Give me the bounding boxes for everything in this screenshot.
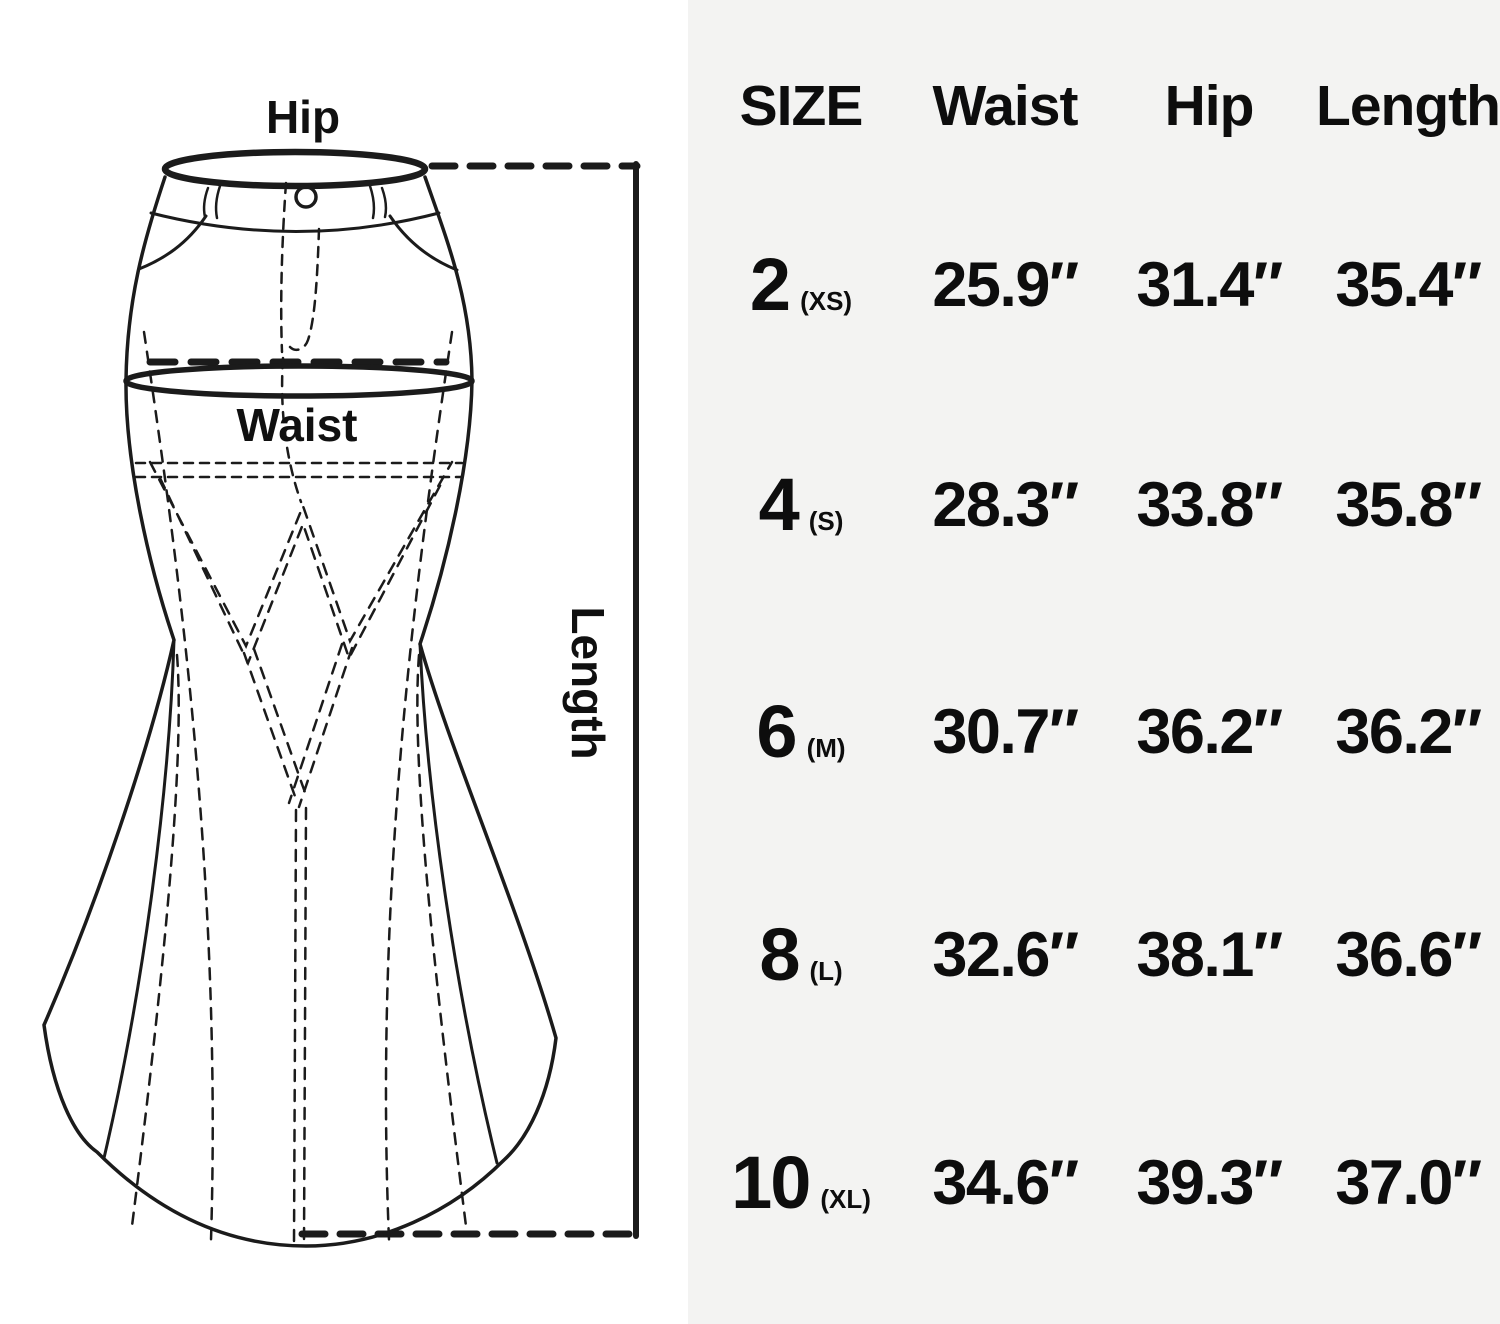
size-note: (XS) [800, 286, 853, 316]
pocket-left [137, 214, 208, 271]
skirt-outline [42, 175, 558, 1248]
waist-measure-ellipse [123, 363, 475, 399]
size-cell: 2 (XS) [702, 230, 900, 340]
yoke-dashed-lines [134, 461, 464, 479]
gore-seams-dashed [130, 330, 468, 1242]
waist-label: Waist [237, 399, 358, 451]
table-row-size-8: 8 (L) 32.6″ 38.1″ 36.6″ [688, 900, 1500, 1010]
size-number: 4 [758, 463, 800, 546]
table-row-size-4: 4 (S) 28.3″ 33.8″ 35.8″ [688, 450, 1500, 560]
waist-value: 25.9″ [932, 250, 1079, 320]
left-flare-seam [102, 638, 176, 1160]
size-table-header: SIZE Waist Hip Length [688, 64, 1500, 148]
header-length: Length [1316, 74, 1500, 138]
belt-loop-right [368, 184, 388, 220]
header-size: SIZE [739, 74, 864, 138]
length-value: 35.8″ [1335, 470, 1482, 540]
size-note: (S) [808, 506, 844, 536]
hip-value: 38.1″ [1136, 920, 1283, 990]
waistband-opening-ellipse [161, 148, 429, 190]
size-note: (XL) [820, 1184, 871, 1214]
waist-value: 32.6″ [932, 920, 1079, 990]
size-note: (M) [806, 733, 846, 763]
waist-value: 30.7″ [932, 697, 1079, 767]
hip-value: 31.4″ [1136, 250, 1283, 320]
fly-stitch-dashed [279, 181, 321, 504]
table-row-size-2: 2 (XS) 25.9″ 31.4″ 35.4″ [688, 230, 1500, 340]
length-value: 35.4″ [1335, 250, 1482, 320]
header-waist: Waist [932, 74, 1079, 138]
belt-loop-left [202, 184, 222, 220]
length-label: Length [562, 606, 614, 759]
size-cell: 4 (S) [702, 450, 900, 560]
button [294, 185, 318, 209]
hip-value: 39.3″ [1136, 1148, 1283, 1218]
seam-lattice-dashed [148, 460, 454, 809]
size-number: 6 [756, 690, 797, 773]
table-row-size-10: 10 (XL) 34.6″ 39.3″ 37.0″ [688, 1128, 1500, 1238]
hip-value: 33.8″ [1136, 470, 1283, 540]
size-number: 10 [731, 1141, 811, 1224]
size-cell: 10 (XL) [702, 1128, 900, 1238]
size-number: 8 [759, 913, 800, 996]
length-value: 37.0″ [1335, 1148, 1482, 1218]
length-value: 36.6″ [1335, 920, 1482, 990]
header-hip: Hip [1164, 74, 1255, 138]
size-cell: 8 (L) [702, 900, 900, 1010]
hip-label: Hip [266, 91, 340, 143]
size-note: (L) [809, 956, 843, 986]
waist-value: 34.6″ [932, 1148, 1079, 1218]
waistband-bottom-seam [149, 211, 441, 233]
size-table-panel: SIZE Waist Hip Length 2 (XS) 25.9″ 31.4″… [688, 0, 1500, 1324]
center-seam-dashed [292, 806, 308, 1245]
size-number: 2 [749, 243, 791, 326]
length-value: 36.2″ [1335, 697, 1482, 767]
right-flare-seam [418, 642, 499, 1165]
pocket-right [388, 214, 459, 272]
skirt-measurement-diagram: Hip Waist Length [42, 91, 648, 1248]
table-row-size-6: 6 (M) 30.7″ 36.2″ 36.2″ [688, 677, 1500, 787]
size-cell: 6 (M) [702, 677, 900, 787]
hip-value: 36.2″ [1136, 697, 1283, 767]
waist-value: 28.3″ [932, 470, 1079, 540]
